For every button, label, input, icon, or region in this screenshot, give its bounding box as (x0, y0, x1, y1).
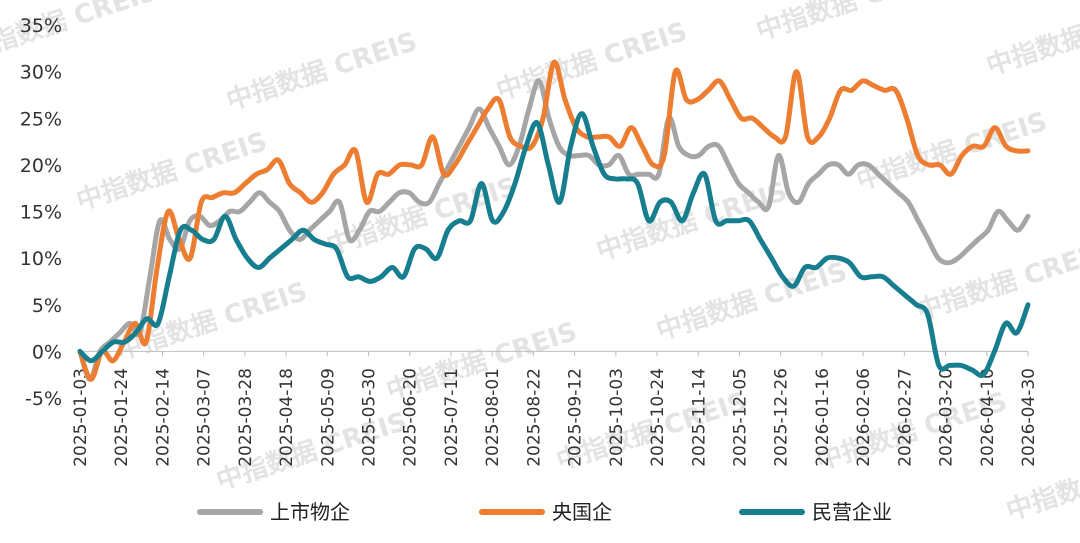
x-tick-label: 2025-03-28 (236, 368, 256, 467)
x-tick-label: 2025-08-22 (524, 368, 544, 467)
x-tick-label: 2025-12-26 (772, 368, 792, 467)
x-tick-label: 2025-09-12 (566, 368, 586, 467)
x-tick-label: 2025-02-14 (153, 368, 173, 467)
watermark-text: 中指数据 CREIS (913, 237, 1080, 327)
watermark-text: 中指数据 CREIS (753, 0, 951, 47)
y-tick-label: 15% (20, 202, 62, 224)
x-tick-label: 2026-02-27 (895, 368, 915, 467)
x-tick-label: 2025-05-30 (360, 368, 380, 467)
x-tick-label: 2026-01-16 (813, 368, 833, 467)
x-tick-label: 2025-08-01 (483, 368, 503, 467)
x-tick-label: 2025-05-09 (318, 368, 338, 467)
y-tick-label: 35% (20, 15, 62, 37)
x-tick-label: 2025-01-24 (112, 368, 132, 467)
watermark-text: 中指数据 CREIS (1003, 437, 1080, 527)
series-line-1 (77, 59, 1031, 382)
legend: 上市物企 央国企 民营企业 (197, 500, 892, 524)
x-tick-label: 2026-04-30 (1019, 368, 1039, 467)
y-tick-label: 20% (20, 155, 62, 177)
y-tick-label: 30% (20, 62, 62, 84)
x-tick-label: 2026-02-06 (854, 368, 874, 467)
y-tick-label: 0% (32, 341, 62, 363)
watermark-text: 中指数据 CREIS (73, 127, 271, 217)
y-tick-label: 5% (32, 295, 62, 317)
x-tick-label: 2026-04-10 (978, 368, 998, 467)
watermark-text: 中指数据 CREIS (983, 0, 1080, 82)
x-tick-label: 2025-12-05 (730, 368, 750, 467)
legend-label-1: 央国企 (552, 500, 612, 524)
y-tick-label: 25% (20, 108, 62, 130)
x-tick-label: 2025-04-18 (277, 368, 297, 467)
x-tick-label: 2025-06-20 (401, 368, 421, 467)
watermark-text: 中指数据 CREIS (653, 257, 851, 347)
x-axis: 2025-01-03 2025-01-24 2025-02-14 2025-03-07… (71, 350, 1039, 467)
legend-label-2: 民营企业 (812, 500, 892, 524)
x-tick-label: 2025-03-07 (195, 368, 215, 467)
x-tick-label: 2025-10-03 (607, 368, 627, 467)
series-line-2 (77, 111, 1031, 378)
series-lines (77, 59, 1031, 382)
y-tick-label: -5% (25, 388, 62, 410)
x-tick-label: 2025-10-24 (648, 368, 668, 467)
x-tick-label: 2025-01-03 (71, 368, 91, 467)
watermark-text: 中指数据 CREIS (493, 17, 691, 107)
y-axis: -5% 0% 5% 10% 15% 20% 25% 30% 35% (20, 15, 62, 410)
y-tick-label: 10% (20, 248, 62, 270)
x-tick-label: 2025-07-11 (442, 368, 462, 467)
legend-label-0: 上市物企 (270, 500, 350, 524)
x-tick-label: 2026-03-20 (937, 368, 957, 467)
x-tick-label: 2025-11-14 (689, 368, 709, 467)
series-line-0 (77, 78, 1031, 382)
watermark-text: 中指数据 CREIS (223, 27, 421, 117)
